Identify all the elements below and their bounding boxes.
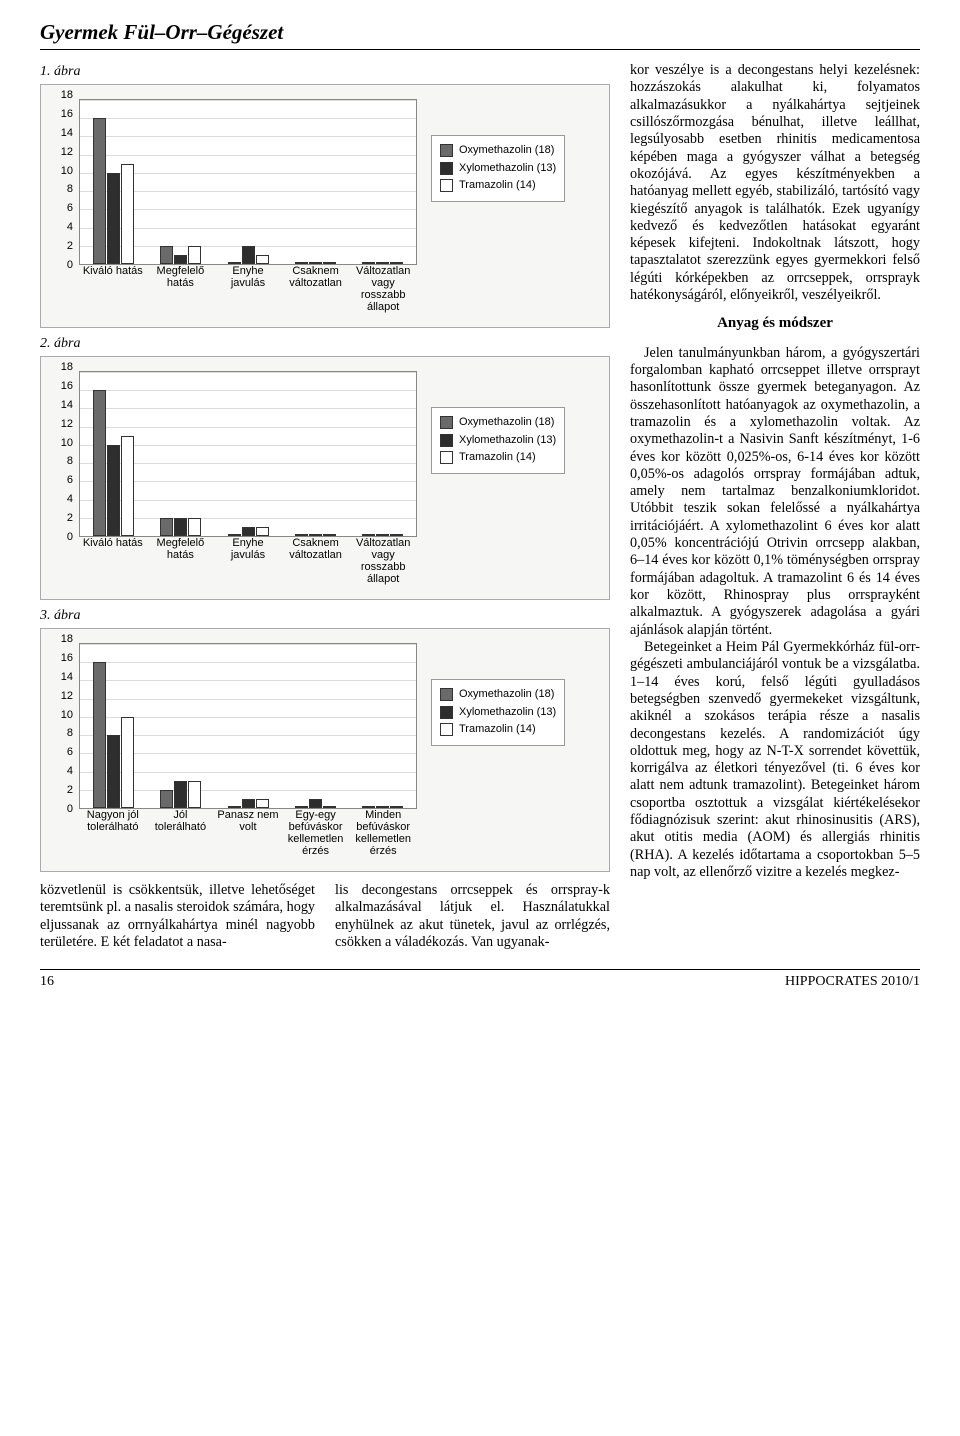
- page-number: 16: [40, 974, 54, 990]
- figure-1-label: 1. ábra: [40, 64, 610, 80]
- figure-3-label: 3. ábra: [40, 608, 610, 624]
- figure-2-label: 2. ábra: [40, 336, 610, 352]
- body-text-p3: Betegeinket a Heim Pál Gyermekkórház fül…: [630, 639, 920, 881]
- figure-2-chart: 024681012141618Kiváló hatásMegfelelő hat…: [40, 356, 610, 600]
- body-text-bottom-mid: lis decongestans orrcseppek és orrspray-…: [335, 882, 610, 951]
- body-text-p1: kor veszélye is a decongestans helyi kez…: [630, 62, 920, 304]
- figure-3-chart: 024681012141618Nagyon jól tolerálhatóJól…: [40, 628, 610, 872]
- section-heading: Anyag és módszer: [630, 314, 920, 332]
- body-text-bottom-left: közvetlenül is csökkentsük, illetve lehe…: [40, 882, 315, 951]
- page-header: Gyermek Fül–Orr–Gégészet: [40, 20, 920, 50]
- journal-footer: HIPPOCRATES 2010/1: [785, 974, 920, 990]
- figure-1-chart: 024681012141618Kiváló hatásMegfelelő hat…: [40, 84, 610, 328]
- body-text-p2: Jelen tanulmányunkban három, a gyógyszer…: [630, 345, 920, 639]
